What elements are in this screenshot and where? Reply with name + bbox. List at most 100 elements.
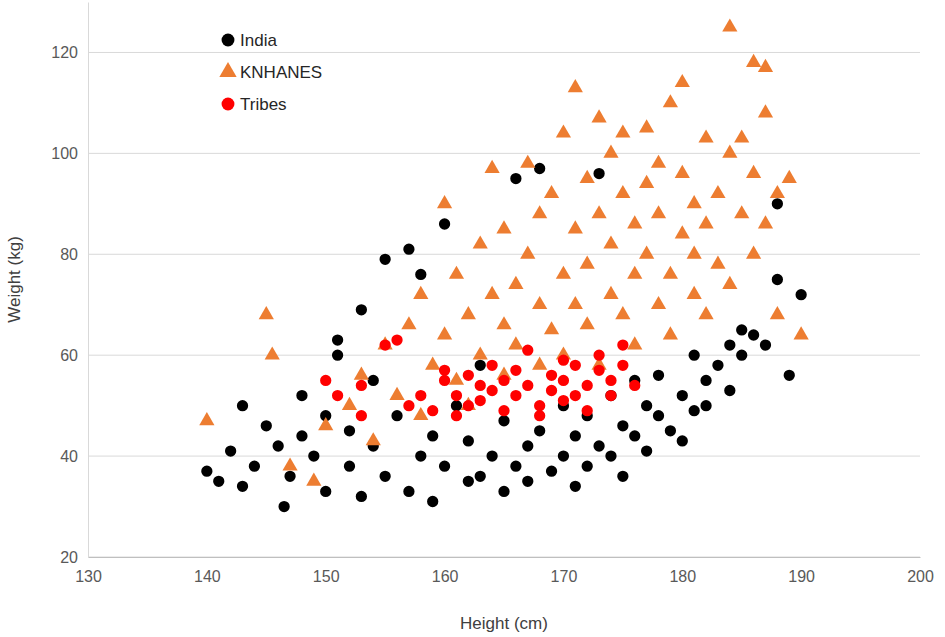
legend-label: India — [240, 31, 277, 50]
point — [677, 435, 688, 446]
point — [698, 129, 713, 142]
point — [449, 372, 464, 385]
x-tick: 180 — [669, 557, 696, 585]
x-tick: 140 — [194, 557, 221, 585]
point — [425, 356, 440, 369]
point — [617, 339, 628, 350]
x-tick: 170 — [551, 557, 578, 585]
point — [306, 473, 321, 486]
point — [689, 350, 700, 361]
point — [665, 425, 676, 436]
point — [496, 220, 511, 233]
point — [475, 471, 486, 482]
legend-label: KNHANES — [240, 63, 322, 82]
point — [698, 306, 713, 319]
x-tick: 190 — [788, 557, 815, 585]
grid-line — [88, 355, 920, 356]
point — [568, 296, 583, 309]
point — [710, 256, 725, 269]
legend-marker — [222, 98, 235, 111]
point — [332, 334, 343, 345]
point — [615, 185, 630, 198]
point — [746, 165, 761, 178]
point — [544, 321, 559, 334]
point — [354, 367, 369, 380]
point — [758, 59, 773, 72]
grid-line — [88, 254, 920, 255]
x-tick-label: 180 — [669, 568, 696, 585]
point — [663, 94, 678, 107]
point — [380, 339, 391, 350]
point — [556, 266, 571, 279]
point — [582, 380, 593, 391]
point — [522, 476, 533, 487]
chart: 13014015016017018019020020406080100120He… — [0, 0, 945, 637]
y-tick: 60 — [60, 347, 88, 364]
y-tick-label: 80 — [60, 246, 78, 263]
point — [639, 245, 654, 258]
y-axis: 20406080100120 — [51, 3, 88, 566]
point — [546, 370, 557, 381]
point — [617, 360, 628, 371]
point — [758, 215, 773, 228]
point — [413, 407, 428, 420]
point — [544, 185, 559, 198]
point — [639, 119, 654, 132]
point — [675, 225, 690, 238]
point — [320, 486, 331, 497]
point — [356, 491, 367, 502]
point — [498, 405, 509, 416]
point — [332, 390, 343, 401]
x-tick-label: 190 — [788, 568, 815, 585]
point — [617, 420, 628, 431]
point — [344, 461, 355, 472]
point — [615, 124, 630, 137]
x-tick: 160 — [432, 557, 459, 585]
point — [770, 185, 785, 198]
point — [580, 170, 595, 183]
point — [449, 266, 464, 279]
point — [653, 370, 664, 381]
point — [782, 170, 797, 183]
point — [700, 400, 711, 411]
point — [627, 215, 642, 228]
legend: IndiaKNHANESTribes — [219, 31, 322, 114]
point — [784, 370, 795, 381]
point — [687, 245, 702, 258]
point — [522, 380, 533, 391]
x-axis: 130140150160170180190200 — [75, 557, 934, 585]
point — [415, 269, 426, 280]
point — [534, 410, 545, 421]
point — [368, 375, 379, 386]
point — [237, 400, 248, 411]
point — [356, 304, 367, 315]
point — [473, 346, 488, 359]
point — [617, 471, 628, 482]
y-axis-line — [88, 3, 89, 558]
y-tick-label: 120 — [51, 44, 78, 61]
point — [651, 155, 666, 168]
point — [582, 405, 593, 416]
point — [401, 316, 416, 329]
point — [675, 165, 690, 178]
point — [249, 461, 260, 472]
point — [520, 245, 535, 258]
point — [651, 205, 666, 218]
y-tick: 80 — [60, 246, 88, 263]
point — [605, 375, 616, 386]
point — [437, 326, 452, 339]
point — [629, 430, 640, 441]
point — [558, 395, 569, 406]
point — [568, 220, 583, 233]
point — [570, 390, 581, 401]
y-tick: 20 — [60, 549, 88, 566]
x-tick-label: 170 — [551, 568, 578, 585]
point — [534, 163, 545, 174]
point — [520, 155, 535, 168]
point — [580, 256, 595, 269]
point — [237, 481, 248, 492]
point — [308, 450, 319, 461]
point — [342, 397, 357, 410]
series — [320, 334, 640, 421]
y-tick-label: 100 — [51, 145, 78, 162]
